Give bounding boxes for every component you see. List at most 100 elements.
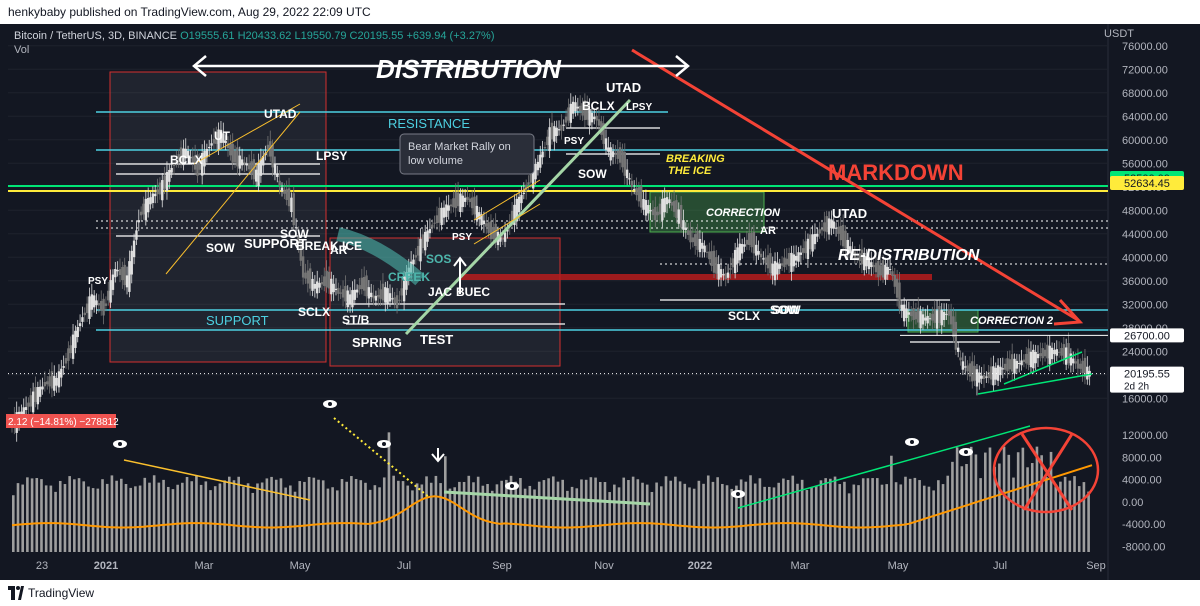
volume-bar — [768, 486, 771, 552]
volume-bar — [641, 482, 644, 552]
candle — [405, 272, 408, 290]
wyckoff-label: SOW — [770, 303, 799, 317]
candle — [55, 377, 58, 386]
candle — [604, 138, 608, 150]
volume-bar — [655, 482, 658, 552]
volume-ma-line — [11, 464, 1093, 529]
volume-bar — [598, 481, 602, 552]
candle — [1081, 360, 1084, 374]
change-value: +639.94 (+3.27%) — [406, 30, 495, 42]
candle — [764, 257, 767, 264]
candle — [839, 225, 842, 241]
candle — [348, 294, 352, 304]
candle — [679, 204, 683, 228]
candle — [907, 312, 911, 315]
symbol-name: Bitcoin / TetherUS, 3D, BINANCE — [14, 30, 178, 42]
candle — [541, 151, 544, 158]
volume-bar — [594, 477, 597, 552]
candle — [1041, 348, 1044, 359]
candle — [283, 190, 286, 194]
volume-bar — [519, 478, 522, 552]
volume-bar — [603, 482, 607, 552]
volume-bar — [800, 479, 804, 552]
volume-bar — [885, 484, 888, 552]
volume-bar — [1016, 452, 1020, 552]
volume-bar — [251, 492, 255, 552]
volume-bar — [871, 478, 874, 552]
volume-bar — [829, 478, 832, 552]
candle — [53, 375, 56, 391]
volume-bar — [857, 485, 860, 552]
candle — [588, 108, 591, 126]
candle — [257, 162, 260, 187]
candle — [163, 175, 166, 189]
candle — [370, 292, 373, 297]
candle — [581, 103, 584, 116]
candle — [31, 391, 35, 413]
volume-bar — [725, 485, 729, 552]
candle — [287, 188, 291, 207]
candle — [139, 211, 143, 216]
candle — [290, 197, 293, 213]
correction2-label: CORRECTION 2 — [970, 315, 1053, 327]
candle — [1018, 363, 1021, 364]
candle — [191, 156, 194, 164]
price-chart[interactable]: DISTRIBUTION MARKDOWN RE-DISTRIBUTION RESIS… — [0, 24, 1200, 580]
candle — [987, 372, 990, 379]
volume-bar — [354, 478, 358, 552]
candle — [830, 219, 833, 229]
volume-bar — [120, 478, 123, 552]
volume-bar — [340, 479, 344, 552]
candle — [616, 150, 619, 159]
symbol-legend: Bitcoin / TetherUS, 3D, BINANCE O19555.6… — [14, 30, 495, 42]
candle — [905, 308, 908, 318]
volume-bar — [617, 487, 621, 552]
candle — [865, 256, 868, 267]
candle — [1027, 348, 1030, 365]
volume-legend: Vol — [14, 44, 30, 56]
price-tick-label: 64000.00 — [1122, 111, 1168, 123]
candle — [360, 277, 364, 290]
candle — [50, 371, 54, 389]
candle — [149, 197, 152, 205]
wyckoff-label: SOW — [280, 227, 309, 241]
volume-bar — [289, 485, 292, 552]
candle — [724, 273, 727, 280]
candle — [717, 264, 720, 280]
candle — [632, 188, 636, 190]
candle — [738, 243, 742, 261]
volume-bar — [894, 482, 898, 552]
candle — [564, 116, 568, 123]
volume-bar — [429, 482, 433, 552]
candle — [877, 260, 880, 278]
candle — [304, 272, 307, 279]
candle — [771, 263, 774, 276]
volume-bar — [899, 484, 903, 552]
volume-bar — [209, 490, 212, 552]
candle — [435, 215, 439, 224]
candle — [247, 163, 251, 170]
candle — [994, 367, 997, 380]
candle — [602, 123, 605, 144]
volume-bar — [148, 482, 151, 552]
volume-bar — [152, 475, 156, 552]
volume-bar — [242, 486, 245, 552]
candle — [400, 288, 403, 296]
volume-bar — [575, 488, 579, 552]
candle — [759, 253, 763, 258]
candle — [1067, 343, 1070, 364]
candle — [705, 251, 709, 253]
volume-bar — [317, 479, 320, 552]
price-tick-label: 32000.00 — [1122, 299, 1168, 311]
markdown-label: MARKDOWN — [828, 160, 964, 185]
price-axis-area — [1108, 24, 1200, 580]
candle — [532, 165, 535, 189]
volume-bar — [392, 475, 395, 552]
volume-bar — [444, 456, 447, 552]
candle — [367, 287, 371, 299]
candle — [398, 299, 401, 301]
volume-bar — [176, 484, 179, 552]
up-arrow-icon — [453, 256, 467, 294]
candle — [118, 269, 122, 276]
candle — [217, 129, 220, 150]
